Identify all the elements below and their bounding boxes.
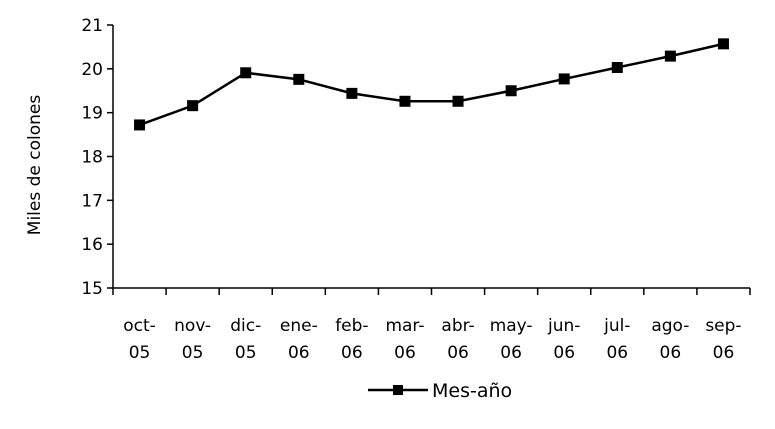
y-tick-label: 17 — [81, 191, 103, 211]
series-line — [139, 42, 724, 127]
x-tick-label-month: feb- — [335, 316, 368, 336]
x-tick-label-month: abr- — [441, 316, 474, 336]
x-tick-label-year: 05 — [182, 343, 204, 363]
data-point — [187, 100, 199, 112]
data-point — [134, 119, 146, 131]
data-point — [293, 73, 305, 85]
x-tick-label-year: 06 — [447, 343, 469, 363]
series-markers — [134, 38, 729, 131]
data-point — [558, 73, 570, 85]
data-point — [505, 85, 517, 97]
legend: Mes-año — [368, 380, 512, 402]
y-tick-label: 20 — [81, 60, 103, 80]
x-tick-label-year: 06 — [394, 343, 416, 363]
x-tick-label-year: 06 — [553, 343, 575, 363]
data-point — [611, 62, 623, 74]
y-tick-label: 18 — [81, 148, 103, 168]
x-tick-label-month: jul- — [603, 316, 630, 336]
x-tick-label-month: sep- — [705, 316, 741, 336]
x-tick-label-month: mar- — [385, 316, 424, 336]
data-point — [399, 95, 411, 107]
x-tick-label-year: 05 — [129, 343, 151, 363]
y-tick-label: 16 — [81, 235, 103, 255]
x-tick-label-month: ago- — [651, 316, 689, 336]
y-axis-ticks: 15 16 17 18 19 20 21 — [81, 16, 113, 299]
x-tick-label-month: ene- — [280, 316, 318, 336]
x-tick-label-month: dic- — [230, 316, 261, 336]
x-tick-label-month: nov- — [174, 316, 211, 336]
x-tick-label-month: jun- — [547, 316, 580, 336]
y-tick-label: 19 — [81, 104, 103, 124]
data-point — [240, 67, 252, 79]
y-tick-label: 15 — [81, 279, 103, 299]
y-tick-label: 21 — [81, 16, 103, 36]
axes — [112, 25, 750, 289]
data-point — [664, 50, 676, 62]
x-tick-label-year: 05 — [235, 343, 257, 363]
data-point — [346, 87, 358, 99]
y-axis-label: Miles de colones — [25, 95, 45, 236]
data-point — [452, 95, 464, 107]
x-tick-label-year: 06 — [606, 343, 628, 363]
x-tick-label-year: 06 — [288, 343, 310, 363]
x-tick-label-year: 06 — [500, 343, 522, 363]
x-tick-label-year: 06 — [341, 343, 363, 363]
x-tick-label-month: oct- — [123, 316, 156, 336]
x-tick-label-month: may- — [490, 316, 533, 336]
data-point — [717, 38, 729, 50]
x-tick-label-year: 06 — [713, 343, 735, 363]
x-tick-label-year: 06 — [660, 343, 682, 363]
legend-label: Mes-año — [432, 380, 512, 402]
legend-marker — [393, 385, 403, 395]
x-axis-ticks: oct- 05 nov- 05 dic- 05 ene- 06 feb- 06 mar- 06 abr-… — [112, 288, 751, 363]
